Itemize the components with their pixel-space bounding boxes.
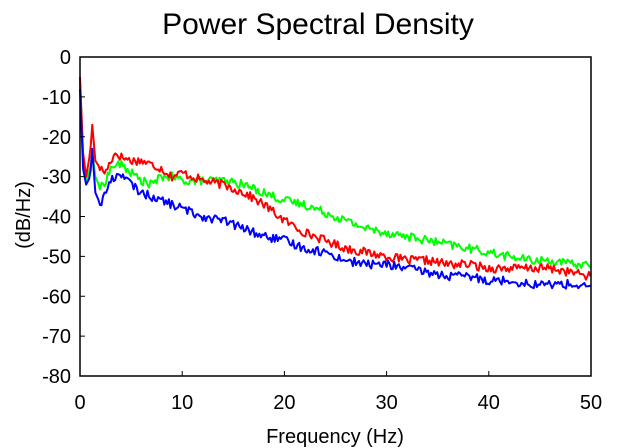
tick-layer: 0 10 20 30 40 50 0 -10 -20 -30 -40 -50 -60 -70 -80: [42, 47, 602, 414]
x-tick-label: 50: [580, 392, 602, 414]
x-tick-label: 0: [74, 392, 85, 414]
series-line-1: [79, 80, 592, 270]
x-tick-label: 20: [273, 392, 295, 414]
y-tick-label: -40: [42, 207, 71, 229]
x-tick-label: 10: [171, 392, 193, 414]
series-layer: [79, 76, 592, 290]
y-tick-label: -70: [42, 326, 71, 348]
y-tick-label: -50: [42, 246, 71, 268]
y-tick-label: 0: [60, 47, 71, 69]
y-tick-label: -60: [42, 286, 71, 308]
plot-frame: [79, 56, 592, 377]
y-axis-label: (dB/Hz): [13, 181, 35, 249]
y-tick-label: -10: [42, 87, 71, 109]
x-axis-label: Frequency (Hz): [266, 426, 404, 448]
y-tick-label: -30: [42, 167, 71, 189]
x-tick-label: 30: [375, 392, 397, 414]
series-line-0: [79, 76, 592, 281]
y-tick-label: -20: [42, 127, 71, 149]
chart-title: Power Spectral Density: [162, 8, 474, 41]
y-tick-label: -80: [42, 366, 71, 388]
series-line-2: [79, 88, 591, 290]
x-tick-label: 40: [478, 392, 500, 414]
